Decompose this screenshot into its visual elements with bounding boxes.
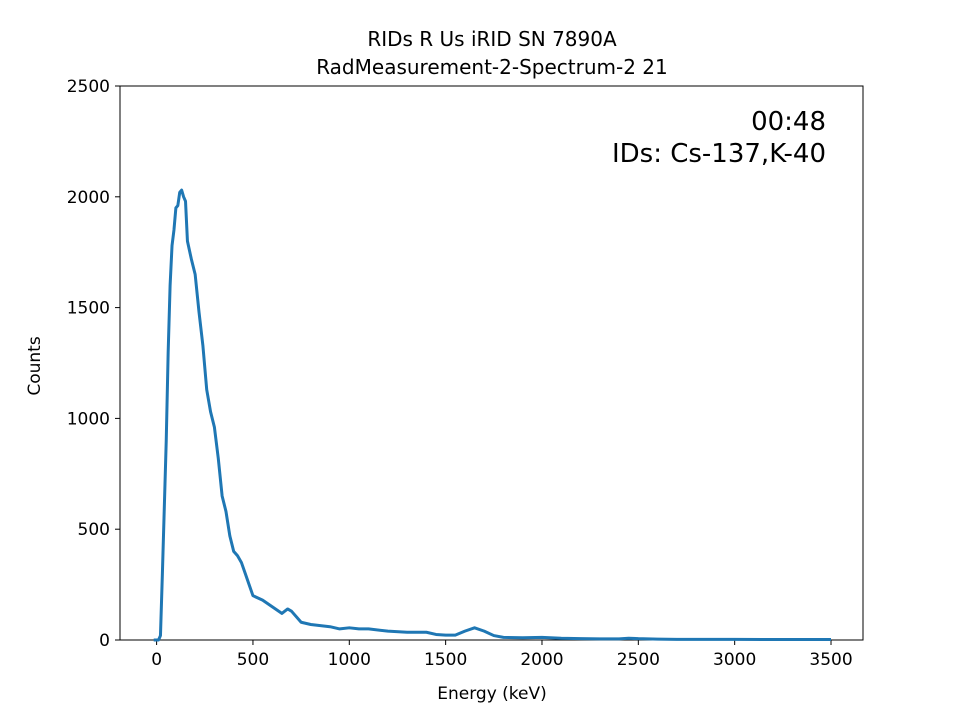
y-axis-label: Counts [25,336,45,395]
x-tick-label: 3500 [809,650,852,670]
y-tick-label: 2000 [67,188,110,208]
x-tick-label: 500 [237,650,269,670]
y-tick-label: 2500 [67,77,110,97]
annotation: 00:48 [751,107,826,137]
x-tick-label: 0 [151,650,162,670]
y-tick-label: 0 [99,631,110,651]
x-tick-label: 1500 [424,650,467,670]
chart-title: RIDs R Us iRID SN 7890A [367,27,617,51]
annotation: IDs: Cs-137,K-40 [612,139,826,169]
y-tick-label: 1000 [67,409,110,429]
chart-subtitle: RadMeasurement-2-Spectrum-2 21 [316,55,668,79]
x-tick-label: 2500 [617,650,660,670]
spectrum-line [153,188,832,642]
x-tick-label: 3000 [713,650,756,670]
x-axis-label: Energy (keV) [437,684,547,704]
x-tick-label: 1000 [328,650,371,670]
y-tick-label: 500 [78,520,110,540]
y-tick-label: 1500 [67,299,110,319]
plot-frame [119,85,864,641]
x-tick-label: 2000 [520,650,563,670]
